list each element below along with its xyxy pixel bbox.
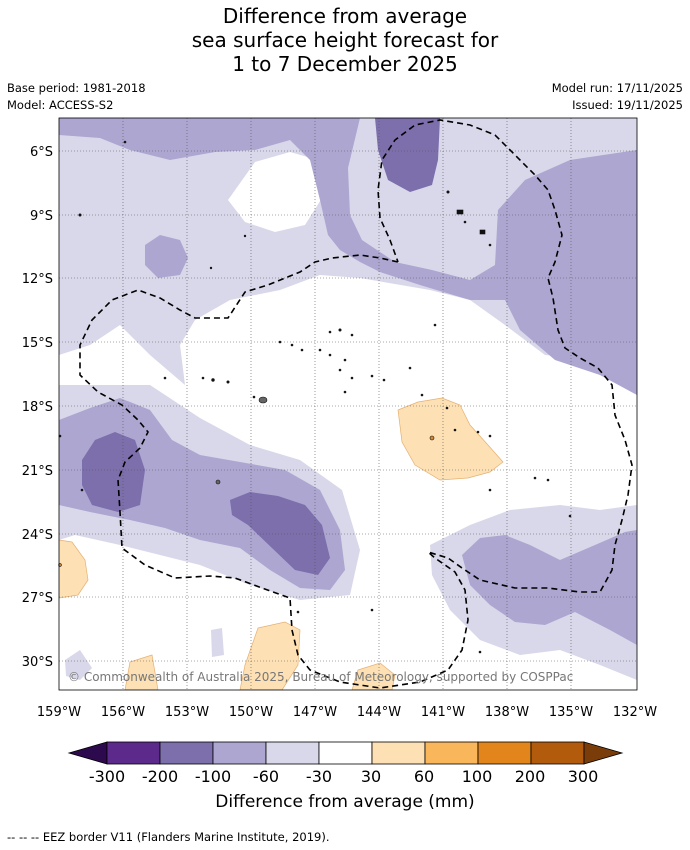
lat-label: 27°S: [22, 591, 53, 606]
eez-border-french-polynesia: [79, 119, 633, 689]
sea-level-map: 6°S 9°S 12°S 15°S 18°S 21°S 24°S 27°S 30…: [22, 117, 657, 720]
colorbar-swatch: [318, 741, 373, 765]
colorbar-tick: -100: [195, 767, 231, 786]
lat-label: 6°S: [30, 145, 53, 160]
issued-date: Issued: 19/11/2025: [572, 98, 683, 112]
lat-label: 12°S: [22, 272, 53, 287]
colorbar-tick: -300: [89, 767, 125, 786]
colorbar-tick: 200: [515, 767, 546, 786]
anomaly-band-medium-northwest: [59, 118, 637, 395]
title-line-1: Difference from average: [222, 4, 468, 28]
lon-label: 156°W: [101, 705, 145, 720]
colorbar-tick: -60: [253, 767, 279, 786]
anomaly-band-medium-southeast: [462, 530, 637, 645]
lat-label: 15°S: [22, 336, 53, 351]
gridlines: [59, 118, 637, 690]
colorbar-tick: 30: [361, 767, 381, 786]
base-period: Base period: 1981-2018: [7, 81, 146, 95]
anomaly-hole-white-north: [228, 152, 322, 232]
colorbar-tick: 300: [568, 767, 599, 786]
lon-label: 159°W: [37, 705, 81, 720]
model-run: Model run: 17/11/2025: [551, 81, 683, 95]
lon-label: 144°W: [357, 705, 401, 720]
lat-label: 9°S: [30, 209, 53, 224]
colorbar-tick: -30: [306, 767, 332, 786]
lat-label: 21°S: [22, 464, 53, 479]
anomaly-positive-patch-south: [239, 621, 301, 690]
map-frame: [58, 117, 638, 691]
colorbar-title: Difference from average (mm): [215, 792, 475, 812]
lon-labels: 159°W 156°W 153°W 150°W 147°W 144°W 141°…: [37, 705, 657, 720]
lat-labels: 6°S 9°S 12°S 15°S 18°S 21°S 24°S 27°S 30…: [22, 145, 53, 670]
anomaly-band-strong-west: [82, 432, 145, 512]
meta-left: Base period: 1981-2018 Model: ACCESS-S2: [7, 80, 146, 114]
map-title: Difference from average sea surface heig…: [0, 4, 690, 76]
colorbar-swatches: [67, 741, 624, 765]
colorbar-swatch: [530, 741, 585, 765]
anomaly-positive-patch-west: [59, 539, 89, 599]
lon-label: 135°W: [549, 705, 593, 720]
colorbar-swatch: [371, 741, 426, 765]
colorbar-tick-labels: -300 -200 -100 -60 -30 30 60 100 200 300: [89, 767, 598, 786]
colorbar-swatch: [265, 741, 320, 765]
colorbar-tick: 100: [462, 767, 493, 786]
colorbar-swatch: [477, 741, 532, 765]
anomaly-band-strong-north: [375, 118, 440, 192]
lon-label: 153°W: [165, 705, 209, 720]
copyright-notice: © Commonwealth of Australia 2025, Bureau…: [68, 670, 573, 684]
colorbar-arrow-max: [583, 741, 624, 765]
anomaly-patch-light-small2: [65, 650, 92, 680]
lon-label: 147°W: [293, 705, 337, 720]
title-line-2: sea surface height forecast for: [191, 28, 499, 52]
colorbar-swatch: [106, 741, 161, 765]
anomaly-patch-light-small: [211, 628, 224, 657]
colorbar-tick: 60: [414, 767, 434, 786]
model-name: Model: ACCESS-S2: [7, 98, 114, 112]
anomaly-band-medium-blob: [145, 235, 188, 278]
title-line-3: 1 to 7 December 2025: [232, 52, 458, 76]
lon-label: 150°W: [229, 705, 273, 720]
eez-legend-note: -- -- -- EEZ border V11 (Flanders Marine…: [7, 830, 330, 844]
lon-label: 141°W: [421, 705, 465, 720]
lat-label: 30°S: [22, 655, 53, 670]
anomaly-positive-patch-southwest: [124, 654, 159, 690]
colorbar: -300 -200 -100 -60 -30 30 60 100 200 300: [67, 741, 624, 786]
colorbar-swatch: [159, 741, 214, 765]
anomaly-band-strong-central: [230, 492, 330, 575]
lon-label: 132°W: [613, 705, 657, 720]
meta-right: Model run: 17/11/2025 Issued: 19/11/2025: [552, 80, 683, 114]
lon-label: 138°W: [485, 705, 529, 720]
anomaly-positive-patch-bottom: [351, 662, 396, 690]
colorbar-swatch: [424, 741, 479, 765]
eez-borders: [79, 119, 633, 689]
colorbar-swatch: [212, 741, 267, 765]
lat-label: 24°S: [22, 528, 53, 543]
lat-label: 18°S: [22, 400, 53, 415]
anomaly-positive-patch-east: [397, 397, 504, 481]
colorbar-arrow-min: [67, 741, 108, 765]
colorbar-tick: -200: [142, 767, 178, 786]
